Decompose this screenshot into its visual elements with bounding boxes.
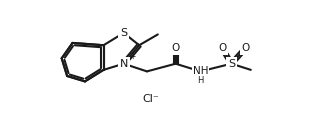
Text: O: O bbox=[241, 43, 250, 53]
Text: +: + bbox=[129, 52, 135, 61]
Text: H: H bbox=[197, 76, 204, 85]
Text: N: N bbox=[119, 59, 128, 69]
Text: O: O bbox=[172, 43, 180, 53]
Text: NH: NH bbox=[193, 66, 208, 76]
Text: S: S bbox=[120, 28, 127, 38]
Text: O: O bbox=[218, 43, 226, 53]
Text: S: S bbox=[228, 59, 235, 69]
Text: Cl⁻: Cl⁻ bbox=[142, 94, 159, 104]
